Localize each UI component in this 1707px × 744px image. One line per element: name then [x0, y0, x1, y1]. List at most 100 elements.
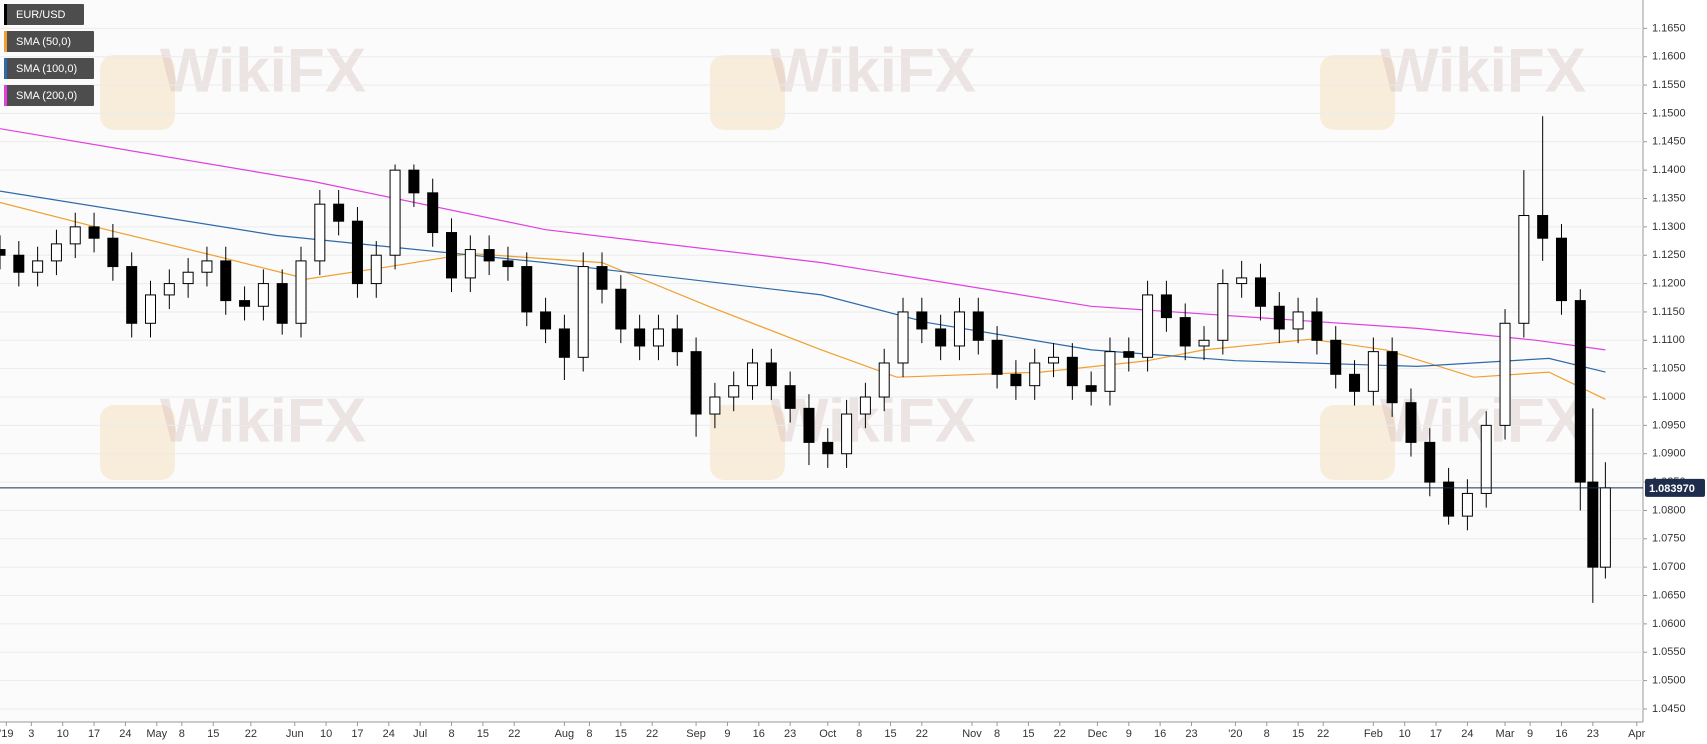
candle-body — [333, 203, 345, 222]
x-tick-label: Mar — [1496, 728, 1515, 740]
x-tick-label: 17 — [351, 728, 363, 740]
watermark-logo — [1320, 55, 1395, 130]
y-tick-label: 1.0700 — [1652, 561, 1686, 573]
x-tick-label: 16 — [1555, 728, 1567, 740]
sma-line — [0, 190, 1606, 373]
candle-body — [1367, 351, 1379, 392]
candle-body — [1480, 424, 1492, 494]
candle-body — [1066, 356, 1078, 387]
x-tick-label: 15 — [1022, 728, 1034, 740]
x-tick-label: Apr — [1628, 728, 1645, 740]
candle-body — [822, 441, 834, 455]
last-price-label: 1.083970 — [1649, 483, 1695, 495]
y-tick-label: 1.0550 — [1652, 646, 1686, 658]
candle-body — [1574, 300, 1586, 483]
x-tick-label: 24 — [119, 728, 131, 740]
x-tick-label: 17 — [1430, 728, 1442, 740]
candle-body — [314, 203, 326, 262]
y-tick-label: 1.1550 — [1652, 79, 1686, 91]
candle-body — [1236, 277, 1248, 285]
x-tick-label: 16 — [1154, 728, 1166, 740]
candle-body — [1010, 373, 1022, 387]
candle-body — [1386, 351, 1398, 404]
y-tick-label: 1.1050 — [1652, 363, 1686, 375]
legend-label: SMA (200,0) — [16, 90, 77, 102]
candle-body — [1160, 294, 1172, 319]
y-tick-label: 1.1300 — [1652, 221, 1686, 233]
x-tick-label: 15 — [207, 728, 219, 740]
x-tick-label: 24 — [383, 728, 395, 740]
x-tick-label: 8 — [179, 728, 185, 740]
x-tick-label: 8 — [994, 728, 1000, 740]
x-tick-label: 23 — [784, 728, 796, 740]
candle-body — [427, 192, 439, 234]
candle-body — [991, 339, 1003, 375]
y-tick-label: 1.0600 — [1652, 618, 1686, 630]
legend-box — [4, 58, 94, 79]
watermark: WikiFX — [770, 36, 976, 105]
candle-body — [1537, 215, 1549, 239]
candle-body — [126, 266, 138, 324]
candle-body — [1587, 481, 1599, 568]
candle-body — [634, 328, 646, 347]
candles — [0, 116, 1611, 603]
candle-body — [652, 328, 664, 347]
candle-body — [1085, 385, 1097, 392]
legend-swatch — [4, 4, 7, 25]
legend-swatch — [4, 85, 7, 106]
legend-swatch — [4, 58, 7, 79]
x-tick-label: Feb — [1364, 728, 1383, 740]
legend-label: SMA (50,0) — [16, 36, 71, 48]
watermarks: WikiFX WikiFX WikiFX WikiFX WikiFX WikiF… — [100, 36, 1586, 480]
x-tick-label: 10 — [1399, 728, 1411, 740]
candle-body — [897, 311, 909, 364]
candle-body — [1330, 339, 1342, 375]
x-tick-label: 22 — [1054, 728, 1066, 740]
x-tick-label: 16 — [753, 728, 765, 740]
y-tick-label: 1.0800 — [1652, 504, 1686, 516]
candle-body — [577, 266, 589, 358]
y-tick-label: 1.0650 — [1652, 589, 1686, 601]
legend-label: EUR/USD — [16, 9, 66, 21]
x-tick-label: 23 — [1587, 728, 1599, 740]
candle-body — [1048, 356, 1060, 364]
x-tick-label: 22 — [646, 728, 658, 740]
x-tick-label: 15 — [477, 728, 489, 740]
watermark: WikiFX — [160, 36, 366, 105]
x-tick-label: 8 — [856, 728, 862, 740]
x-tick-label: 10 — [57, 728, 69, 740]
candle-body — [1142, 294, 1154, 358]
candle-body — [408, 169, 420, 194]
watermark: WikiFX — [1380, 36, 1586, 105]
x-tick-label: '19 — [0, 728, 13, 740]
y-tick-label: 1.1400 — [1652, 164, 1686, 176]
x-tick-label: May — [146, 728, 167, 740]
y-tick-label: 1.0950 — [1652, 419, 1686, 431]
x-tick-label: 8 — [1264, 728, 1270, 740]
x-tick-label: Dec — [1088, 728, 1108, 740]
candle-body — [916, 311, 928, 330]
candle-body — [389, 169, 401, 256]
x-tick-label: 22 — [1317, 728, 1329, 740]
candle-body — [239, 300, 251, 307]
y-tick-label: 1.1150 — [1652, 306, 1685, 318]
candle-body — [13, 254, 25, 273]
x-tick-label: 9 — [1527, 728, 1533, 740]
x-tick-label: Nov — [962, 728, 982, 740]
y-tick-label: 1.1200 — [1652, 277, 1686, 289]
legend-box — [4, 85, 94, 106]
x-tick-label: 24 — [1461, 728, 1473, 740]
candle-body — [257, 283, 269, 307]
candle-body — [671, 328, 683, 353]
x-tick-label: 15 — [615, 728, 627, 740]
candle-body — [502, 260, 514, 268]
x-tick-label: 15 — [1292, 728, 1304, 740]
candle-body — [32, 260, 44, 273]
candle-body — [709, 396, 721, 415]
x-tick-label: Jul — [413, 728, 427, 740]
candle-body — [972, 311, 984, 341]
candle-body — [1461, 492, 1473, 517]
y-tick-label: 1.0750 — [1652, 533, 1686, 545]
candle-body — [1518, 215, 1530, 324]
